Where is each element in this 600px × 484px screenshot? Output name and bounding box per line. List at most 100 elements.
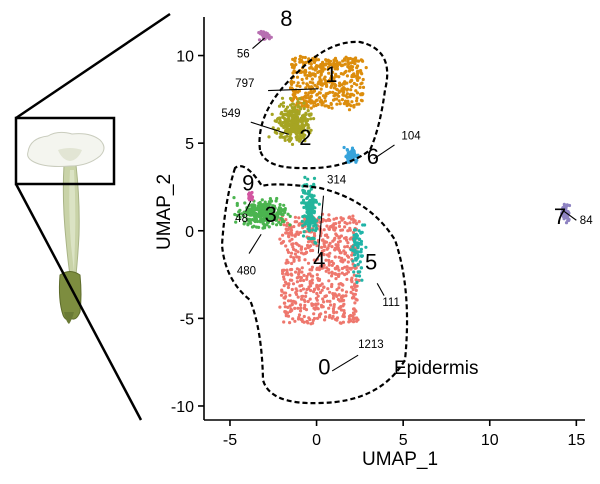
point xyxy=(296,255,301,259)
point xyxy=(301,97,305,101)
point xyxy=(321,94,325,98)
point xyxy=(312,182,316,186)
point xyxy=(340,218,344,222)
point xyxy=(315,306,319,310)
point xyxy=(282,124,286,129)
point xyxy=(307,202,311,206)
point xyxy=(301,287,306,291)
point xyxy=(345,277,349,281)
point xyxy=(316,284,321,288)
point xyxy=(309,322,313,326)
point xyxy=(289,251,294,255)
point xyxy=(282,275,286,279)
point xyxy=(315,219,319,223)
point xyxy=(264,33,268,37)
point xyxy=(306,74,310,78)
point xyxy=(300,60,304,64)
point xyxy=(319,264,323,268)
point xyxy=(250,208,255,212)
point xyxy=(346,229,350,233)
point xyxy=(301,81,305,85)
point xyxy=(311,228,315,232)
point xyxy=(332,62,337,66)
point xyxy=(245,217,249,221)
point xyxy=(310,265,314,269)
cluster-id-label: 6 xyxy=(367,144,379,169)
leader-line-1 xyxy=(268,88,319,92)
point xyxy=(360,254,364,258)
point xyxy=(303,175,307,179)
point xyxy=(300,195,304,199)
point xyxy=(291,245,295,249)
point xyxy=(304,220,308,224)
point xyxy=(291,299,296,303)
point xyxy=(340,282,344,286)
point xyxy=(358,250,363,254)
point xyxy=(270,208,275,212)
point xyxy=(250,195,255,199)
point xyxy=(348,266,352,270)
outline-clusters-1-2-6 xyxy=(258,40,389,170)
point xyxy=(315,244,319,248)
cluster-5-points xyxy=(349,223,368,284)
point xyxy=(280,96,285,100)
point xyxy=(312,237,316,241)
point xyxy=(360,230,364,234)
point xyxy=(315,267,319,271)
point xyxy=(274,218,278,222)
point xyxy=(334,293,338,297)
point xyxy=(335,102,339,106)
point xyxy=(348,226,352,230)
point xyxy=(567,203,572,208)
point xyxy=(307,245,311,249)
point xyxy=(352,81,356,86)
point xyxy=(352,270,356,274)
point xyxy=(340,288,344,292)
point xyxy=(293,59,297,63)
point xyxy=(307,191,311,195)
point xyxy=(280,289,284,293)
point xyxy=(315,291,319,296)
point xyxy=(282,284,286,288)
point xyxy=(306,126,310,130)
point xyxy=(343,220,347,225)
point xyxy=(340,266,344,271)
point xyxy=(258,200,262,205)
point xyxy=(311,218,316,222)
point xyxy=(361,85,366,89)
point xyxy=(290,62,294,67)
point xyxy=(291,118,295,122)
point xyxy=(345,238,349,242)
point xyxy=(290,142,295,146)
point xyxy=(299,70,303,74)
point xyxy=(349,61,353,65)
point xyxy=(275,223,279,227)
point xyxy=(254,211,258,216)
point xyxy=(340,256,344,260)
point xyxy=(309,205,314,209)
point xyxy=(281,121,285,125)
point xyxy=(283,136,287,140)
point xyxy=(272,204,277,208)
point xyxy=(343,225,347,229)
point xyxy=(309,213,313,217)
point xyxy=(353,248,357,252)
point xyxy=(347,151,351,155)
point xyxy=(313,58,317,62)
point xyxy=(303,303,307,307)
point xyxy=(279,222,283,227)
point xyxy=(354,89,358,93)
cluster-id-label: 1 xyxy=(325,62,337,87)
point xyxy=(296,100,300,104)
point xyxy=(337,255,341,259)
cluster-count-label: 104 xyxy=(401,131,421,143)
point xyxy=(305,76,309,80)
point xyxy=(354,243,359,247)
point xyxy=(290,86,294,90)
point xyxy=(306,83,310,87)
point xyxy=(291,317,295,321)
point xyxy=(327,258,331,262)
point xyxy=(282,203,286,207)
x-tick-label: 0 xyxy=(312,432,321,449)
point xyxy=(353,239,357,243)
